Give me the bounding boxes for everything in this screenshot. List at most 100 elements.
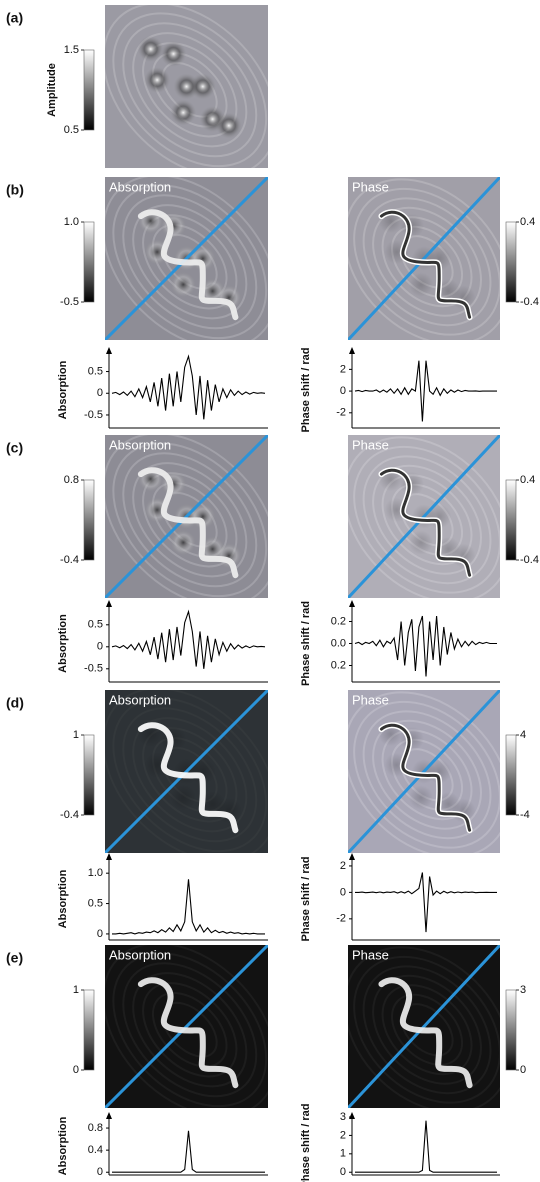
axis-arrow	[106, 600, 112, 607]
colorbar	[84, 990, 94, 1070]
y-tick-label: -0.5	[84, 409, 103, 421]
y-tick-label: 0.5	[88, 619, 103, 631]
profile	[112, 356, 265, 419]
y-tick-label: -2	[336, 407, 346, 419]
y-tick-label: 2	[340, 363, 346, 375]
y-tick-label: 0.5	[88, 365, 103, 377]
y-tick-label: 0	[97, 641, 103, 653]
y-tick-label: -2	[336, 913, 346, 925]
panel-label: (a)	[6, 10, 23, 26]
colorbar-tick-label: -0.4	[520, 296, 539, 308]
colorbar	[506, 222, 516, 302]
y-tick-label: 0.2	[331, 615, 346, 627]
colorbar-tick-label: 0	[73, 1064, 79, 1076]
y-tick-label: -0.5	[84, 663, 103, 675]
panel-label: (d)	[6, 695, 24, 711]
profile	[355, 1121, 497, 1173]
y-tick-label: 0.2	[331, 659, 346, 671]
colorbar-tick-label: 4	[520, 729, 526, 741]
axis-arrow	[349, 347, 355, 354]
colorbar-tick-label: -0.4	[60, 554, 79, 566]
blob	[170, 530, 196, 556]
colorbar	[84, 735, 94, 815]
colorbar-tick-label: -4	[520, 809, 530, 821]
colorbar-tick-label: -0.5	[60, 296, 79, 308]
y-tick-label: 3	[340, 1111, 346, 1123]
image-title: Absorption	[109, 947, 171, 962]
y-tick-label: 0	[97, 1166, 103, 1178]
profile	[112, 612, 265, 669]
image-title: Absorption	[109, 437, 171, 452]
image	[70, 655, 310, 895]
y-tick-label: 0	[340, 1166, 346, 1178]
y-tick-label: 1	[340, 1148, 346, 1160]
y-tick-label: 0.0	[331, 637, 346, 649]
blob	[216, 113, 242, 139]
colorbar-tick-label: 0	[520, 1064, 526, 1076]
blob	[144, 67, 170, 93]
blob	[409, 530, 433, 554]
blob	[216, 798, 242, 824]
axis-arrow	[349, 600, 355, 607]
colorbar-tick-label: 1	[73, 729, 79, 741]
y-axis-label: Phase shift / rad	[300, 348, 312, 433]
axis-arrow	[106, 853, 112, 860]
y-tick-label: 0	[97, 387, 103, 399]
colorbar	[84, 50, 94, 130]
y-axis-label: Phase shift / rad	[300, 1104, 312, 1182]
image-title: Phase	[352, 947, 389, 962]
image-title: Absorption	[109, 692, 171, 707]
blob	[170, 272, 196, 298]
y-axis-label: Phase shift / rad	[300, 601, 312, 686]
axis-arrow	[106, 347, 112, 354]
colorbar-tick-label: 0.4	[520, 216, 535, 228]
y-tick-label: 0.4	[88, 1144, 103, 1156]
profile	[355, 616, 497, 677]
colorbar	[506, 990, 516, 1070]
blob	[216, 543, 242, 569]
blob	[160, 41, 186, 67]
axis-arrow	[106, 1112, 112, 1119]
image-title: Phase	[352, 692, 389, 707]
y-axis-label: Absorption	[57, 614, 69, 673]
image-title: Phase	[352, 179, 389, 194]
profile	[112, 879, 265, 934]
blob	[409, 785, 433, 809]
y-axis-label: Absorption	[57, 1116, 69, 1175]
profile	[355, 873, 497, 933]
panel-label: (b)	[6, 182, 24, 198]
image-title: Phase	[352, 437, 389, 452]
image	[70, 400, 310, 640]
axis-arrow	[349, 853, 355, 860]
panel-label: (c)	[6, 440, 23, 456]
y-tick-label: 0.5	[88, 897, 103, 909]
colorbar-tick-label: 0.8	[64, 474, 79, 486]
colorbar-tick-label: 0.4	[520, 474, 535, 486]
axis-arrow	[349, 1112, 355, 1119]
y-tick-label: 2	[340, 860, 346, 872]
colorbar	[84, 480, 94, 560]
y-tick-label: 2	[340, 1129, 346, 1141]
y-axis-label: Absorption	[57, 360, 69, 419]
profile	[355, 361, 497, 422]
colorbar-tick-label: 1	[73, 984, 79, 996]
colorbar	[84, 222, 94, 302]
colorbar-tick-label: 1.5	[64, 44, 79, 56]
figure: (a) 1.5 0.5 Amplitude (b) Absorption 1.0 -0.5 Ph…	[0, 0, 540, 1182]
y-tick-label: 1.0	[88, 867, 103, 879]
y-tick-label: 0	[97, 928, 103, 940]
blob	[216, 285, 242, 311]
colorbar-tick-label: 3	[520, 984, 526, 996]
colorbar	[506, 480, 516, 560]
y-tick-label: 0.8	[88, 1122, 103, 1134]
blob	[409, 272, 433, 296]
colorbar	[506, 735, 516, 815]
blob	[170, 785, 196, 811]
colorbar-tick-label: -0.4	[60, 809, 79, 821]
colorbar-title: Amplitude	[46, 63, 58, 117]
y-axis-label: Absorption	[57, 869, 69, 928]
blob	[190, 73, 216, 99]
image-title: Absorption	[109, 179, 171, 194]
y-tick-label: 0	[340, 385, 346, 397]
blob	[138, 36, 164, 62]
